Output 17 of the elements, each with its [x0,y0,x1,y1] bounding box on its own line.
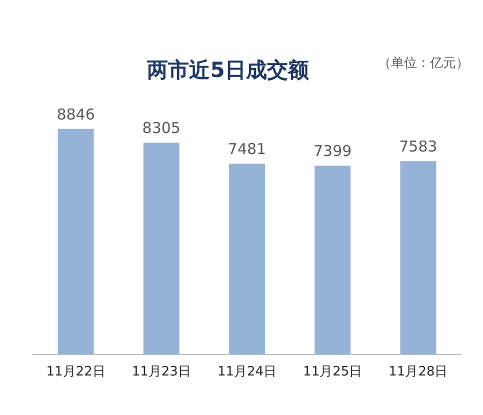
bar [143,142,180,354]
text: （单位：亿元） [378,55,469,72]
data-label: 7583 [399,138,438,156]
data-label: 7481 [228,140,266,158]
x-tick-label: 11月24日 [217,364,277,380]
bar [58,128,94,354]
x-tick-label: 11月25日 [303,364,362,380]
data-label: 8846 [56,105,95,124]
x-tick-label: 11月22日 [46,364,106,380]
data-label: 7399 [314,142,352,160]
x-tick-label: 11月23日 [132,364,191,380]
chart-title: 两市近5日成交额 [147,58,309,82]
bar [400,161,436,354]
bar [314,166,351,354]
bar [229,164,265,354]
x-tick-label: 11月28日 [388,364,448,380]
data-label: 8305 [142,119,180,138]
